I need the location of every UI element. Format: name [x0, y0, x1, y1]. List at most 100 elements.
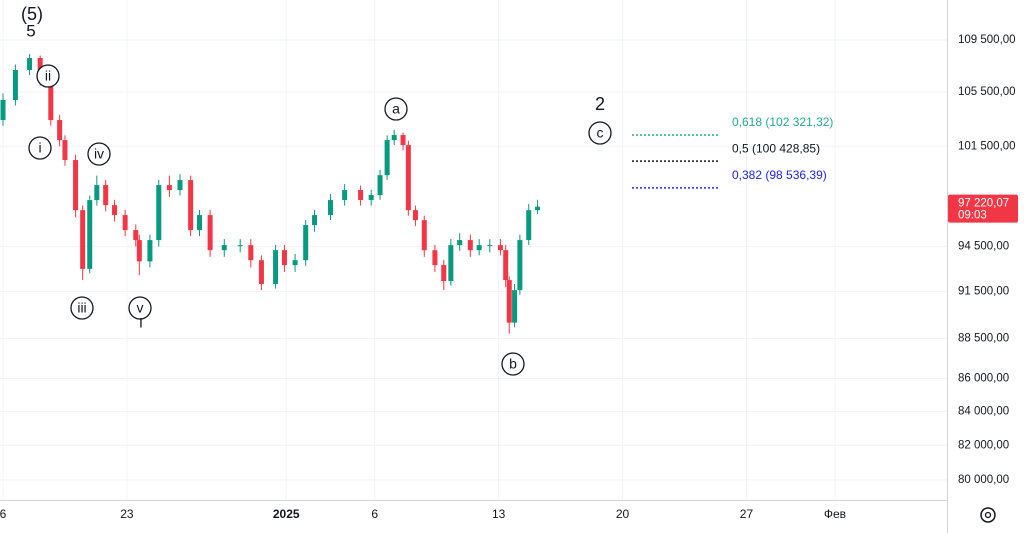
y-tick-label: 101 500,00	[958, 140, 1016, 152]
wave-label: 5	[26, 21, 35, 40]
candle-body	[166, 185, 172, 191]
y-tick-label: 94 500,00	[958, 240, 1009, 252]
wave-circle	[87, 142, 111, 166]
candle-body	[27, 58, 33, 71]
wave-circle	[70, 296, 94, 320]
x-tick-label: 2025	[273, 507, 300, 521]
candle-body	[467, 240, 473, 251]
candle-body	[281, 250, 287, 266]
candle-body	[506, 280, 512, 323]
wave-label: ii	[45, 68, 51, 84]
x-tick-label: 20	[616, 507, 630, 521]
settings-icon-center	[984, 511, 992, 519]
wave-circle	[36, 64, 60, 88]
candle-body	[517, 240, 523, 291]
candle-body	[535, 206, 541, 211]
candle-body	[405, 145, 411, 211]
candle-body	[48, 79, 54, 121]
x-tick-label: 23	[120, 507, 134, 521]
candle-body	[526, 210, 532, 241]
y-tick-label: 80 000,00	[958, 474, 1009, 486]
wave-label: iii	[77, 300, 86, 316]
candle-body	[342, 190, 348, 201]
candle-body	[248, 245, 254, 261]
candle-body	[57, 120, 63, 141]
candle-body	[432, 250, 438, 266]
y-tick-label: 88 500,00	[958, 332, 1009, 344]
candle-body	[358, 190, 364, 201]
last-price-label: 97 220,07	[958, 198, 1009, 210]
candle-body	[368, 195, 374, 201]
x-tick-label: 6	[371, 507, 378, 521]
settings-icon[interactable]	[980, 507, 996, 523]
candle-body	[122, 215, 128, 231]
wave-label: 2	[595, 94, 605, 114]
candle-body	[421, 220, 427, 251]
candle-body	[312, 215, 318, 226]
candle-body	[136, 240, 142, 262]
wave-label: a	[392, 101, 400, 117]
fib-level-label: 0,618 (102 321,32)	[732, 115, 833, 129]
x-tick-label: 27	[740, 507, 754, 521]
candle-body	[258, 260, 264, 285]
candle-body	[237, 245, 243, 247]
wave-circle	[501, 352, 525, 376]
candle-body	[497, 245, 503, 251]
candle-body	[133, 230, 139, 241]
candle-body	[400, 135, 406, 146]
candle-body	[188, 180, 194, 231]
last-price-badge	[948, 194, 1018, 223]
wave-label: v	[137, 300, 144, 316]
candle-body	[73, 160, 79, 211]
candle-body	[273, 250, 279, 285]
y-tick-label: 109 500,00	[958, 34, 1016, 46]
x-tick-label: 13	[492, 507, 506, 521]
candle-body	[177, 180, 183, 191]
y-tick-label: 84 000,00	[958, 406, 1009, 418]
wave-label: (5)	[21, 4, 43, 24]
y-tick-label: 82 000,00	[958, 439, 1009, 451]
x-tick-label: Фев	[824, 507, 846, 521]
y-tick-label: 91 500,00	[958, 286, 1009, 298]
candle-body	[62, 140, 68, 161]
settings-button[interactable]	[980, 507, 996, 523]
wave-label: I	[139, 315, 143, 331]
candle-body	[476, 245, 482, 251]
candle-body	[103, 185, 109, 206]
candle-body	[80, 210, 86, 269]
candle-body	[292, 260, 298, 266]
candle-body	[147, 240, 153, 262]
wave-circle	[588, 121, 612, 145]
candle-body	[512, 290, 518, 323]
candle-body	[303, 225, 309, 261]
candle-body	[503, 250, 509, 281]
candle-body	[87, 200, 93, 269]
candle-body	[457, 240, 463, 246]
candle-body	[448, 245, 454, 281]
candle-body	[377, 175, 383, 196]
candle-body	[112, 205, 118, 216]
candle-body	[0, 100, 6, 121]
candle-body	[391, 135, 397, 141]
candle-body	[94, 185, 100, 201]
wave-circle	[384, 97, 408, 121]
candle-body	[196, 215, 202, 231]
y-tick-label: 86 000,00	[958, 373, 1009, 385]
candle-body	[12, 70, 18, 101]
wave-label: iv	[94, 146, 104, 162]
candle-body	[327, 200, 333, 216]
candle-body	[441, 265, 447, 281]
candle-body	[156, 185, 162, 241]
y-tick-label: 105 500,00	[958, 86, 1016, 98]
candle-body	[487, 245, 493, 247]
wave-label: b	[509, 356, 517, 372]
candle-body	[207, 215, 213, 251]
fib-level-label: 0,5 (100 428,85)	[732, 141, 820, 155]
fib-level-label: 0,382 (98 536,39)	[732, 168, 827, 182]
wave-label: i	[38, 140, 41, 156]
x-tick-label: 6	[0, 507, 7, 521]
candle-body	[412, 210, 418, 221]
countdown-label: 09:03	[958, 210, 987, 222]
